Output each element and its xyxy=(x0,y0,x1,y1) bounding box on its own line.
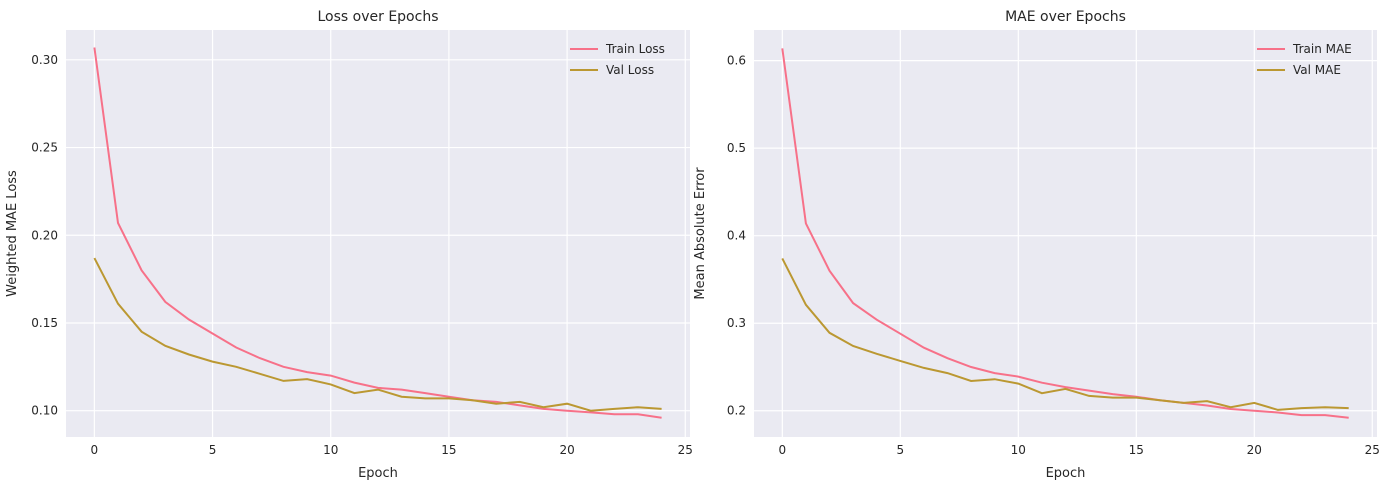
x-axis-label: Epoch xyxy=(1046,466,1086,481)
x-tick-label: 20 xyxy=(1247,443,1262,457)
plot-area xyxy=(754,30,1377,437)
x-tick-label: 10 xyxy=(323,443,338,457)
y-tick-label: 0.10 xyxy=(31,404,58,418)
series-line-val-loss xyxy=(93,257,662,412)
y-tick-label: 0.6 xyxy=(727,54,746,68)
y-tick-label: 0.3 xyxy=(727,316,746,330)
chart-1: 0 5 10 15 20 25 0.10 0.15 0.20 0.25 0.30 Loss over … xyxy=(5,9,693,481)
y-tick-label: 0.25 xyxy=(31,141,58,155)
y-axis-label: Mean Absolute Error xyxy=(693,167,708,300)
legend-label: Train Loss xyxy=(605,42,665,56)
x-tick-label: 25 xyxy=(1365,443,1380,457)
series-line-train-loss xyxy=(93,47,662,419)
legend: Train Loss Val Loss xyxy=(570,42,665,77)
x-tick-label: 5 xyxy=(209,443,217,457)
x-tick-label: 0 xyxy=(778,443,786,457)
legend-label: Val Loss xyxy=(606,63,654,77)
legend-label: Val MAE xyxy=(1293,63,1341,77)
chart-2: 0 5 10 15 20 25 0.2 0.3 0.4 0.5 0.6 MAE over Epochs… xyxy=(693,9,1380,481)
series-line-val-mae xyxy=(781,257,1349,411)
x-tick-label: 0 xyxy=(91,443,99,457)
plot-area xyxy=(66,30,690,437)
legend: Train MAE Val MAE xyxy=(1257,42,1352,77)
series-line-train-mae xyxy=(781,48,1349,419)
x-tick-label: 5 xyxy=(896,443,904,457)
y-tick-label: 0.30 xyxy=(31,53,58,67)
x-tick-label: 15 xyxy=(441,443,456,457)
x-axis-label: Epoch xyxy=(358,466,398,481)
x-tick-label: 10 xyxy=(1011,443,1026,457)
y-tick-label: 0.4 xyxy=(727,229,746,243)
x-tick-label: 15 xyxy=(1129,443,1144,457)
y-tick-label: 0.20 xyxy=(31,228,58,242)
y-tick-label: 0.5 xyxy=(727,141,746,155)
y-tick-label: 0.2 xyxy=(727,404,746,418)
x-tick-label: 25 xyxy=(678,443,693,457)
y-axis-label: Weighted MAE Loss xyxy=(5,170,20,297)
chart-title: Loss over Epochs xyxy=(318,9,439,25)
legend-label: Train MAE xyxy=(1292,42,1352,56)
chart-title: MAE over Epochs xyxy=(1005,9,1126,25)
x-tick-label: 20 xyxy=(559,443,574,457)
y-tick-label: 0.15 xyxy=(31,316,58,330)
